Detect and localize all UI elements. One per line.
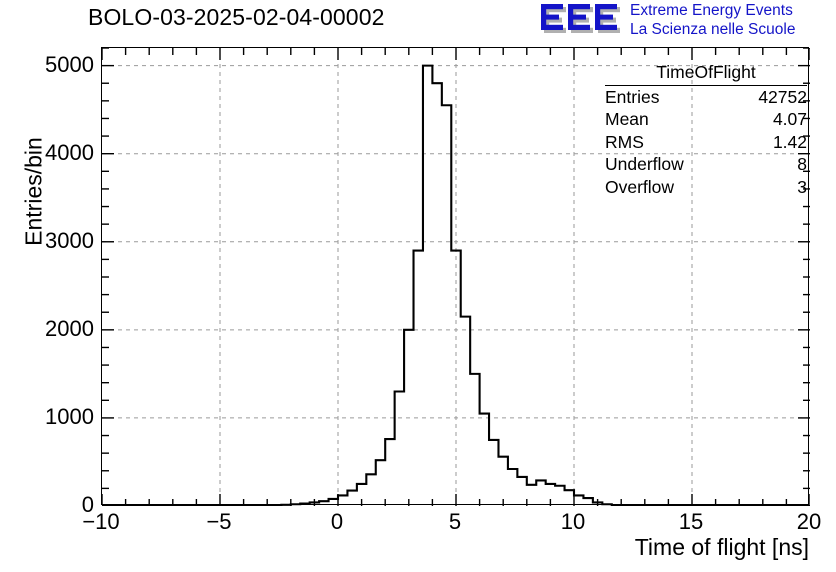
x-tick-label: 15 [678, 509, 704, 534]
eee-logo-line2: La Scienza nelle Scuole [630, 20, 796, 38]
stats-row: Underflow 8 [605, 153, 807, 176]
stats-row: Mean 4.07 [605, 108, 807, 131]
y-axis-title: Entries/bin [20, 137, 47, 246]
stats-row-value: 42752 [758, 86, 807, 107]
x-tick-label: 20 [796, 509, 822, 534]
y-tick-label: 2000 [45, 315, 94, 341]
y-tick-label: 5000 [45, 51, 94, 77]
x-tick-label: −5 [206, 509, 232, 534]
eee-logo-text: Extreme Energy Events La Scienza nelle S… [630, 2, 795, 39]
y-tick-label: 3000 [45, 227, 94, 253]
stats-row: RMS 1.42 [605, 131, 807, 154]
y-tick-label: 4000 [45, 139, 94, 165]
stats-row-key: Overflow [605, 176, 675, 197]
eee-letters-icon [541, 4, 620, 33]
x-tick-label: 10 [560, 509, 586, 534]
y-tick-label: 1000 [45, 403, 94, 429]
x-axis-title: Time of flight [ns] [634, 534, 809, 560]
x-tick-label: −10 [82, 509, 120, 534]
eee-logo: Extreme Energy Events La Scienza nelle S… [540, 2, 832, 42]
stats-box: TimeOfFlight Entries 42752 Mean 4.07 RMS 1.42… [605, 62, 807, 198]
stats-row-value: 4.07 [772, 109, 807, 129]
stats-row-key: Entries [605, 86, 660, 107]
histogram-canvas [102, 48, 810, 506]
stats-row-key: RMS [605, 131, 644, 152]
eee-logo-line1: Extreme Energy Events [630, 2, 793, 19]
stats-row-value: 1.42 [772, 131, 807, 152]
page-title: BOLO-03-2025-02-04-00002 [88, 4, 385, 30]
stats-row-key: Underflow [605, 154, 684, 174]
stats-row-value: 8 [797, 154, 807, 174]
stats-box-title: TimeOfFlight [605, 62, 807, 86]
stats-row: Overflow 3 [605, 176, 807, 199]
stats-row: Entries 42752 [605, 86, 807, 109]
stats-box-rows: Entries 42752 Mean 4.07 RMS 1.42 Underflow 8 Ove… [605, 86, 807, 199]
x-tick-label: 5 [448, 509, 462, 534]
x-tick-label: 0 [330, 509, 344, 534]
plot-frame [101, 47, 810, 506]
stats-row-value: 3 [797, 176, 807, 197]
y-tick-label: 0 [81, 492, 94, 517]
stats-row-key: Mean [605, 109, 649, 129]
